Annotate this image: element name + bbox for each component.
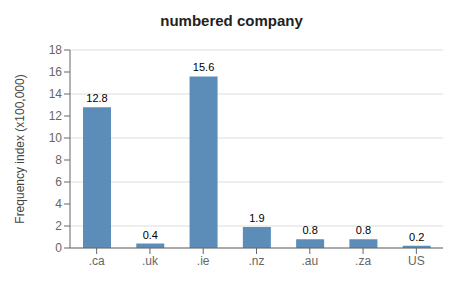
- svg-text:0.2: 0.2: [409, 231, 424, 243]
- svg-text:8: 8: [55, 153, 62, 167]
- svg-text:.nz: .nz: [248, 254, 264, 268]
- svg-text:0: 0: [55, 241, 62, 255]
- svg-text:0.8: 0.8: [302, 224, 317, 236]
- svg-text:15.6: 15.6: [193, 61, 214, 73]
- svg-text:16: 16: [49, 65, 63, 79]
- html-text:numbered company: numbered company: [160, 12, 303, 29]
- svg-text:4: 4: [55, 197, 62, 211]
- svg-text:Frequency index (x100,000): Frequency index (x100,000): [13, 74, 27, 223]
- svg-text:12: 12: [49, 109, 63, 123]
- svg-text:10: 10: [49, 131, 63, 145]
- svg-text:US: US: [408, 254, 425, 268]
- svg-text:.ca: .ca: [89, 254, 105, 268]
- svg-text:14: 14: [49, 87, 63, 101]
- svg-text:1.9: 1.9: [249, 212, 264, 224]
- svg-text:18: 18: [49, 43, 63, 57]
- svg-text:.uk: .uk: [142, 254, 159, 268]
- svg-text:0.4: 0.4: [143, 229, 158, 241]
- svg-text:6: 6: [55, 175, 62, 189]
- svg-text:12.8: 12.8: [86, 92, 107, 104]
- svg-text:.ie: .ie: [197, 254, 210, 268]
- svg-text:.au: .au: [301, 254, 318, 268]
- svg-text:.za: .za: [355, 254, 371, 268]
- svg-text:0.8: 0.8: [356, 224, 371, 236]
- svg-text:2: 2: [55, 219, 62, 233]
